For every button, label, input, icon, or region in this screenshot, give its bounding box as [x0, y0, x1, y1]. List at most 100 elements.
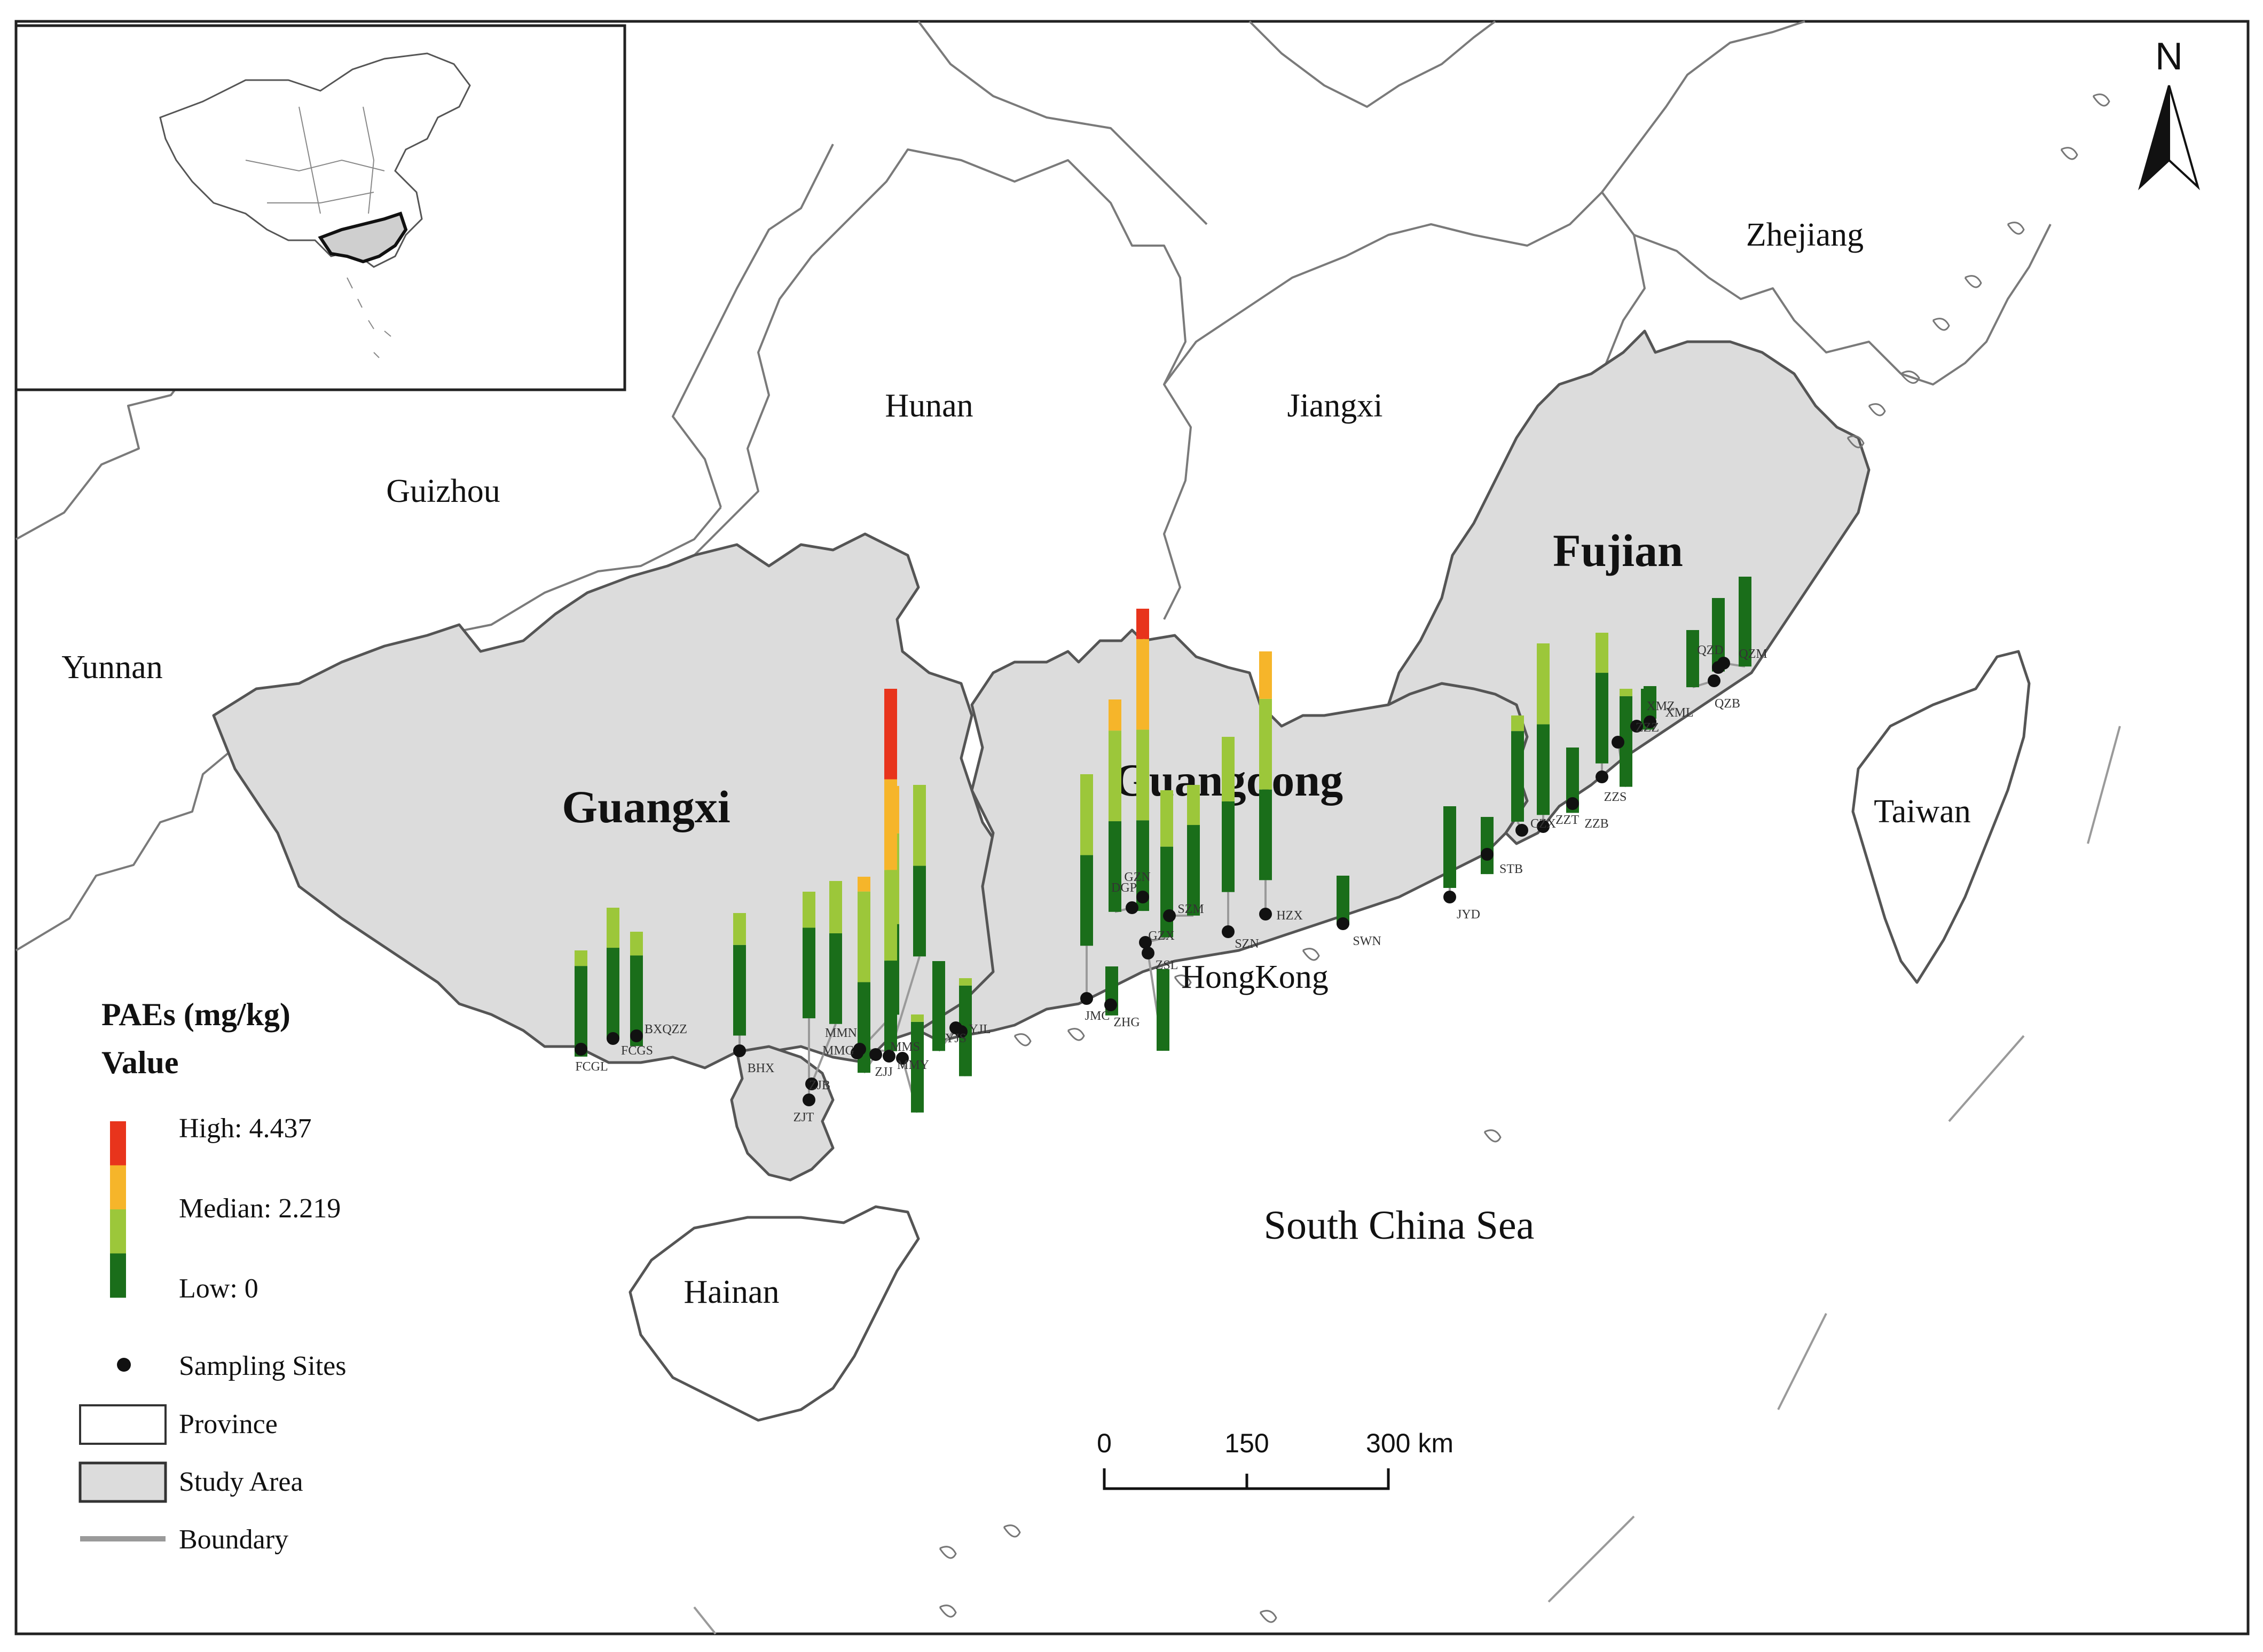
legend-title: PAEs (mg/kg): [101, 997, 290, 1032]
label-south-china-sea: South China Sea: [1264, 1203, 1535, 1248]
bar-yjl: [932, 961, 945, 1051]
bar-zzt: [1537, 643, 1550, 815]
coastal-islets: [939, 93, 2110, 1623]
site-label-mmg: MMG: [822, 1044, 854, 1058]
site-label-czx: CZX: [1530, 817, 1556, 831]
scale-label-300: 300 km: [1366, 1428, 1453, 1458]
site-dot-czx: [1515, 824, 1528, 837]
bar-segment: [575, 950, 587, 966]
bar-segment: [1160, 846, 1173, 938]
site-label-stb: STB: [1499, 862, 1523, 876]
bar-segment: [1222, 737, 1235, 801]
inset-china-outline: [159, 52, 471, 268]
legend-low: Low: 0: [179, 1273, 258, 1304]
bar-szm: [1187, 785, 1200, 916]
site-label-szn: SZN: [1235, 937, 1259, 951]
site-dot-mmy: [896, 1052, 909, 1065]
site-dot-zsl: [1142, 947, 1154, 959]
site-dot-zzz: [1612, 736, 1624, 749]
label-jiangxi: Jiangxi: [1287, 388, 1382, 424]
site-dot-zhg: [1104, 998, 1117, 1011]
site-dot-mmg: [853, 1043, 866, 1056]
label-yunnan: Yunnan: [61, 649, 162, 686]
bar-stb: [1481, 817, 1494, 875]
bar-segment: [1337, 876, 1349, 925]
bar-segment: [913, 785, 926, 866]
site-label-zjb: ZJB: [809, 1079, 830, 1092]
site-dot-fcgl: [575, 1043, 587, 1056]
bar-dgp: [1109, 699, 1121, 912]
site-dot-jyd: [1443, 891, 1456, 903]
site-label-qzd: QZD: [1697, 643, 1723, 657]
bar-segment: [1109, 821, 1121, 912]
bar-segment: [1644, 686, 1656, 719]
site-bars: [575, 577, 1751, 1113]
taiwan-island: [1851, 650, 2031, 984]
site-label-fcgl: FCGL: [575, 1060, 608, 1074]
site-label-zjj: ZJJ: [875, 1065, 892, 1079]
bar-zjj: [858, 877, 870, 1073]
hainan-island: [628, 1205, 920, 1422]
bar-segment: [884, 689, 897, 780]
site-label-dgp: DGP: [1111, 881, 1137, 895]
site-label-xmz: XMZ: [1646, 699, 1675, 713]
site-dot-gzx: [1139, 936, 1152, 949]
bar-segment: [803, 927, 815, 1019]
site-label-mmy: MMY: [897, 1058, 929, 1072]
site-label-xml: XML: [1665, 706, 1693, 720]
label-hunan: Hunan: [885, 388, 973, 424]
inset-study-area: [318, 211, 408, 264]
bar-segment: [1511, 715, 1524, 731]
legend-high: High: 4.437: [179, 1113, 311, 1144]
bar-segment: [858, 982, 870, 1073]
legend-subtitle: Value: [101, 1045, 179, 1080]
legend-color-ramp: [110, 1121, 126, 1298]
bar-segment: [1481, 817, 1494, 875]
bar-szn: [1222, 737, 1235, 892]
site-label-jyd: JYD: [1457, 908, 1480, 922]
site-label-fcgs: FCGS: [621, 1044, 653, 1058]
label-guangxi: Guangxi: [562, 781, 730, 832]
bar-gzn: [1136, 609, 1149, 911]
bar-segment: [630, 932, 643, 956]
bar-bxqzz: [630, 932, 643, 1047]
north-label: N: [2155, 35, 2183, 78]
bar-hzx: [1259, 651, 1272, 880]
bar-segment: [1596, 633, 1608, 673]
site-label-mmn: MMN: [825, 1026, 857, 1040]
inset-islands: [347, 277, 391, 358]
site-dot-hzx: [1259, 908, 1272, 921]
bar-qzm: [1739, 577, 1751, 667]
bar-segment: [884, 779, 897, 870]
site-dot-jmc: [1080, 992, 1093, 1005]
bar-segment: [1259, 789, 1272, 880]
site-label-qzm: QZM: [1739, 647, 1767, 661]
site-dot-fcgs: [607, 1032, 619, 1045]
bar-segment: [1160, 790, 1173, 847]
site-dot-zjb: [805, 1077, 818, 1090]
site-dot-zzs: [1596, 770, 1608, 783]
site-label-zzs: ZZS: [1604, 790, 1627, 804]
bar-segment: [829, 933, 842, 1024]
bar-segment: [1686, 630, 1699, 688]
bar-jmc: [1080, 774, 1093, 946]
site-dot-gzn: [1136, 891, 1149, 903]
bar-qzb: [1686, 630, 1699, 688]
site-dot-yjs: [955, 1025, 968, 1038]
bar-segment: [607, 948, 619, 1039]
scale-label-0: 0: [1097, 1428, 1112, 1458]
bar-segment: [1136, 609, 1149, 639]
site-dot-stb: [1481, 848, 1494, 861]
site-label-yjs: YJS: [945, 1032, 967, 1045]
legend-ramp-segment: [110, 1253, 126, 1298]
label-hongkong: HongKong: [1181, 959, 1329, 995]
leader-line-zjb: [811, 1024, 837, 1084]
site-label-zzb: ZZB: [1584, 817, 1608, 831]
bar-fcgs: [607, 908, 619, 1039]
legend-site-dot: [117, 1358, 131, 1372]
legend-ramp-segment: [110, 1165, 126, 1210]
bar-segment: [1259, 698, 1272, 790]
north-arrow: N: [2138, 35, 2200, 191]
bar-jyd: [1443, 806, 1456, 888]
